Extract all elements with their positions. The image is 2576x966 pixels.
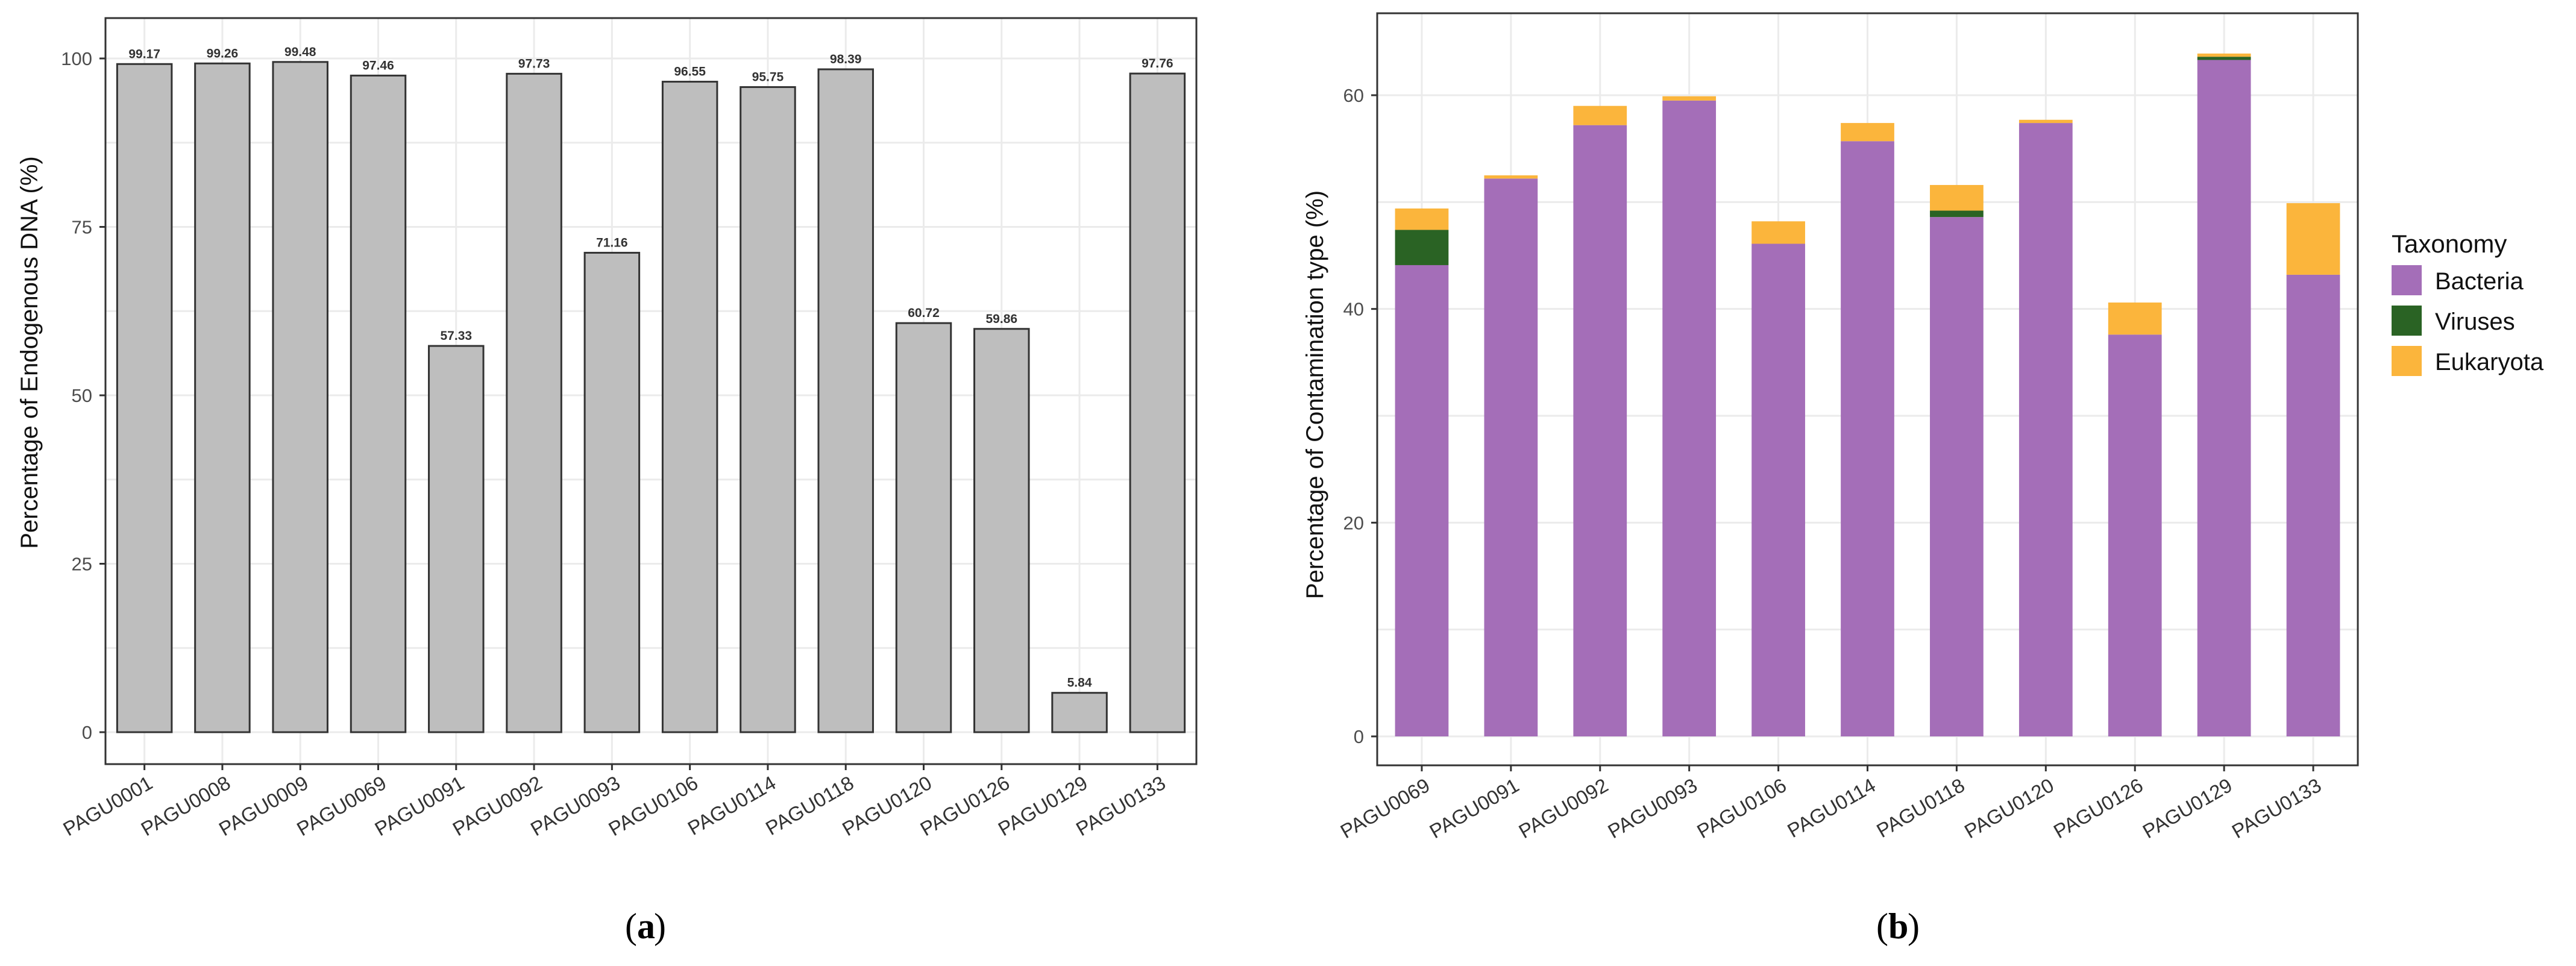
bar-pagu0092-eukaryota (1573, 105, 1627, 125)
bar-pagu0126 (973, 328, 1030, 733)
bar-pagu0129-eukaryota (2197, 53, 2251, 57)
caption-b: ( b ) (1876, 906, 1920, 946)
bar-pagu0114-bacteria (1841, 141, 1894, 737)
y-tick-label: 100 (61, 48, 92, 69)
y-tick-label: 0 (1354, 726, 1364, 747)
legend-swatch-bacteria (2392, 265, 2422, 295)
bar-pagu0133 (1129, 72, 1186, 733)
data-label-pagu0114: 95.75 (752, 71, 784, 84)
bar-pagu0126-bacteria (2108, 334, 2162, 736)
y-tick-label: 25 (72, 554, 92, 575)
data-label-pagu0118: 98.39 (830, 52, 862, 66)
legend-label-viruses: Viruses (2435, 309, 2515, 335)
y-tick-label: 40 (1343, 299, 1364, 320)
legend-swatch-viruses (2392, 306, 2422, 336)
legend-swatch-eukaryota (2392, 346, 2422, 376)
bar-pagu0069-eukaryota (1395, 208, 1449, 230)
chart-a-y-axis-title: Percentage of Endogenous DNA (%) (16, 156, 43, 549)
chart-b-panel-border (1376, 12, 2359, 767)
bar-pagu0120-eukaryota (2018, 119, 2073, 124)
data-label-pagu0120: 60.72 (908, 306, 940, 320)
bar-pagu0069-bacteria (1395, 265, 1449, 737)
data-label-pagu0093: 71.16 (596, 236, 628, 249)
bar-pagu0118-viruses (1930, 210, 1984, 218)
bar-pagu0091 (428, 345, 485, 733)
data-label-pagu0126: 59.86 (986, 312, 1018, 326)
chart-a-panel-border (104, 17, 1198, 765)
legend-label-bacteria: Bacteria (2435, 268, 2524, 295)
bar-pagu0133-bacteria (2286, 274, 2340, 736)
legend-title: Taxonomy (2392, 230, 2507, 258)
bar-pagu0069-viruses (1395, 230, 1449, 265)
bar-pagu0118-eukaryota (1930, 184, 1984, 211)
data-label-pagu0009: 99.48 (284, 45, 316, 59)
chart-b-y-axis-title: Percentage of Contamination type (%) (1302, 190, 1328, 599)
bar-pagu0009 (272, 61, 328, 733)
data-label-pagu0129: 5.84 (1067, 676, 1092, 690)
bar-pagu0129-bacteria (2197, 60, 2251, 737)
data-label-pagu0008: 99.26 (207, 46, 239, 60)
y-tick-label: 60 (1343, 85, 1364, 106)
svg-text:a: a (637, 906, 655, 946)
chart-a-bars (116, 61, 1186, 733)
bar-pagu0114-eukaryota (1841, 123, 1894, 142)
data-label-pagu0069: 97.46 (362, 58, 394, 72)
bar-pagu0106-bacteria (1751, 243, 1805, 736)
svg-text:): ) (1908, 906, 1920, 946)
data-label-pagu0133: 97.76 (1142, 57, 1173, 71)
svg-text:(: ( (625, 906, 637, 946)
bar-pagu0001 (116, 63, 173, 733)
data-label-pagu0092: 97.73 (518, 57, 550, 71)
bar-pagu0129-viruses (2197, 57, 2251, 60)
bar-pagu0093-eukaryota (1662, 96, 1717, 101)
chart-b-y-axis: 0 20 40 60 (1343, 85, 1377, 747)
bar-pagu0120-bacteria (2018, 123, 2073, 736)
bar-pagu0114 (740, 86, 796, 733)
y-tick-label: 0 (82, 722, 92, 743)
legend-label-eukaryota: Eukaryota (2435, 349, 2544, 375)
bar-pagu0133-eukaryota (2286, 203, 2340, 275)
caption-a: ( a ) (625, 906, 666, 946)
svg-text:(: ( (1876, 906, 1888, 946)
bar-pagu0008 (194, 62, 251, 733)
svg-text:b: b (1888, 906, 1908, 946)
bar-pagu0069 (350, 74, 407, 733)
bar-pagu0092 (506, 72, 562, 733)
bar-pagu0091-eukaryota (1484, 175, 1538, 179)
data-label-pagu0106: 96.55 (674, 65, 706, 79)
bar-pagu0118-bacteria (1930, 217, 1984, 736)
data-label-pagu0091: 57.33 (441, 329, 473, 343)
bar-pagu0120 (895, 322, 952, 733)
bar-pagu0118 (817, 68, 874, 733)
chart-a-data-labels: 99.17 99.26 99.48 97.46 57.33 97.73 71.16 96.55… (128, 45, 1173, 690)
bar-pagu0092-bacteria (1573, 125, 1627, 737)
chart-b-stacked-bars (1395, 53, 2340, 737)
bar-pagu0106-eukaryota (1751, 221, 1805, 244)
bar-pagu0126-eukaryota (2108, 303, 2162, 335)
y-tick-label: 75 (72, 217, 92, 238)
data-label-pagu0001: 99.17 (128, 47, 160, 61)
chart-a-y-axis: 0 25 50 75 100 (61, 48, 105, 743)
y-tick-label: 20 (1343, 512, 1364, 533)
chart-b-legend: Taxonomy Bacteria Viruses Eukaryota (2392, 230, 2544, 376)
bar-pagu0093 (583, 251, 641, 733)
bar-pagu0093-bacteria (1662, 100, 1717, 736)
y-tick-label: 50 (72, 385, 92, 406)
bar-pagu0091-bacteria (1484, 178, 1538, 736)
svg-text:): ) (654, 906, 666, 946)
bar-pagu0129 (1051, 692, 1108, 733)
bar-pagu0106 (661, 81, 718, 733)
